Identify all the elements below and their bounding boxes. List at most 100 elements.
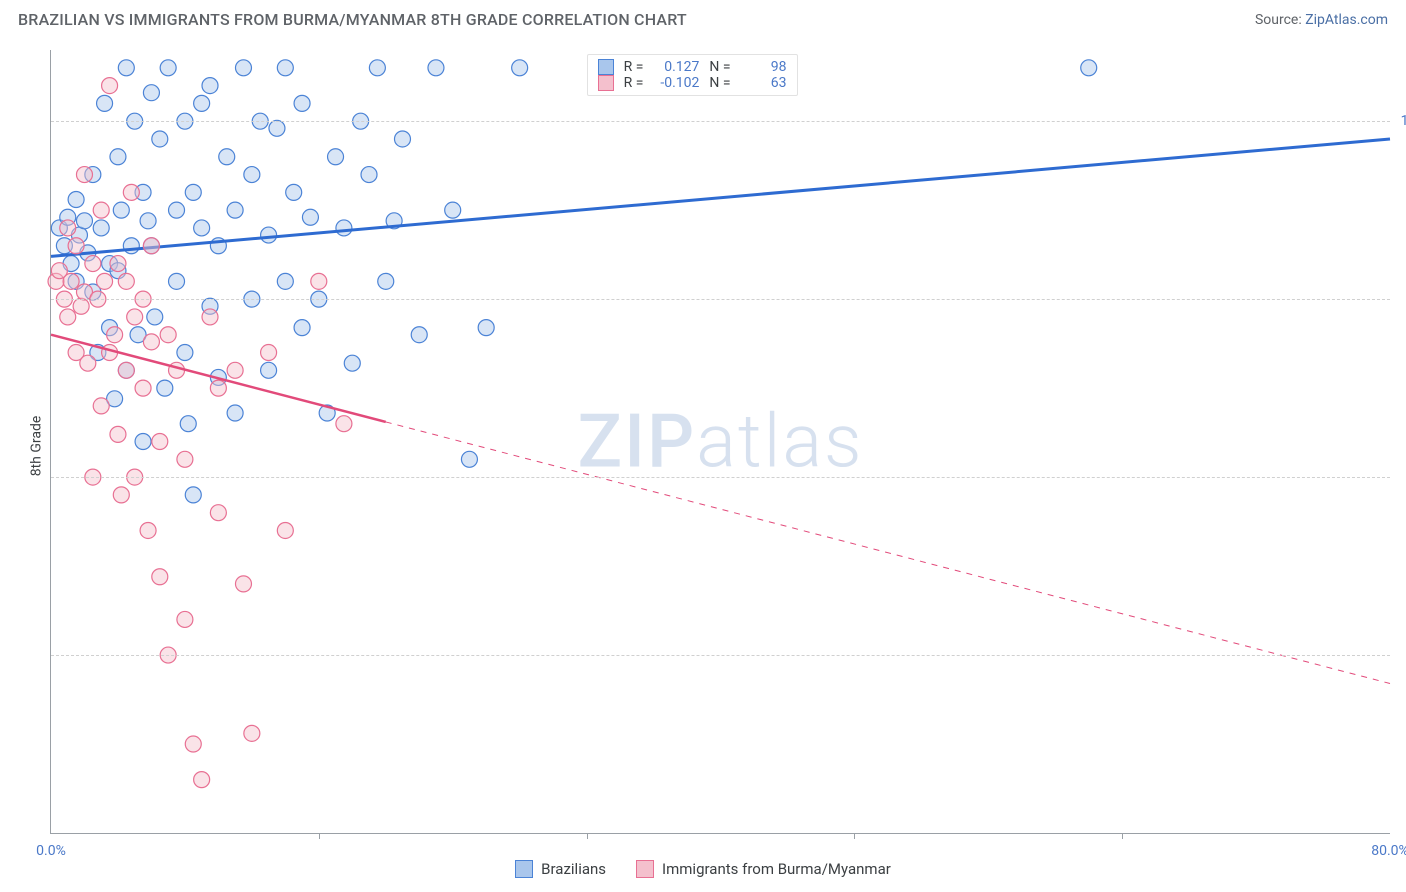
- scatter-point: [76, 167, 92, 183]
- scatter-point: [93, 202, 109, 218]
- scatter-point: [219, 149, 235, 165]
- legend-stats-row: R = 0.127 N = 98: [598, 59, 787, 75]
- scatter-point: [328, 149, 344, 165]
- chart-title: BRAZILIAN VS IMMIGRANTS FROM BURMA/MYANM…: [18, 10, 687, 29]
- scatter-point: [369, 60, 385, 76]
- gridline-h: [51, 655, 1390, 656]
- legend-item: Immigrants from Burma/Myanmar: [636, 860, 891, 878]
- scatter-point: [235, 576, 251, 592]
- chart-plot-area: ZIPatlas R =0.127N =98R =-0.102N =63 85.…: [50, 50, 1390, 834]
- legend-R-value: 0.127: [653, 59, 699, 75]
- legend-R-label: R =: [624, 75, 644, 91]
- gridline-h: [51, 121, 1390, 122]
- scatter-point: [110, 149, 126, 165]
- scatter-point: [152, 131, 168, 147]
- scatter-point: [68, 238, 84, 254]
- scatter-point: [269, 120, 285, 136]
- legend-swatch: [598, 75, 614, 91]
- scatter-point: [261, 227, 277, 243]
- scatter-point: [118, 273, 134, 289]
- legend-label: Brazilians: [541, 860, 606, 878]
- scatter-point: [60, 220, 76, 236]
- legend-N-label: N =: [709, 75, 730, 91]
- scatter-point: [60, 309, 76, 325]
- scatter-point: [177, 611, 193, 627]
- scatter-point: [210, 505, 226, 521]
- scatter-point: [1081, 60, 1097, 76]
- scatter-point: [177, 345, 193, 361]
- plot-svg: [51, 50, 1390, 833]
- scatter-point: [127, 309, 143, 325]
- scatter-point: [107, 327, 123, 343]
- legend-swatch: [598, 59, 614, 75]
- scatter-point: [73, 298, 89, 314]
- scatter-point: [123, 184, 139, 200]
- scatter-point: [152, 569, 168, 585]
- scatter-point: [311, 273, 327, 289]
- legend-swatch: [515, 860, 533, 878]
- scatter-point: [210, 380, 226, 396]
- legend-stats-row: R =-0.102N =63: [598, 75, 787, 91]
- scatter-point: [140, 213, 156, 229]
- y-axis-label: 8th Grade: [28, 416, 44, 477]
- scatter-point: [478, 320, 494, 336]
- x-tick: [319, 833, 320, 839]
- scatter-point: [113, 487, 129, 503]
- scatter-point: [227, 362, 243, 378]
- legend-label: Immigrants from Burma/Myanmar: [662, 860, 891, 878]
- scatter-point: [135, 434, 151, 450]
- scatter-point: [143, 334, 159, 350]
- scatter-point: [202, 309, 218, 325]
- x-tick: [587, 833, 588, 839]
- scatter-point: [102, 78, 118, 94]
- scatter-point: [118, 60, 134, 76]
- scatter-point: [411, 327, 427, 343]
- x-tick: [1122, 833, 1123, 839]
- legend-series: Brazilians Immigrants from Burma/Myanmar: [0, 860, 1406, 878]
- legend-N-value: 98: [741, 59, 787, 75]
- scatter-point: [194, 220, 210, 236]
- scatter-point: [160, 60, 176, 76]
- scatter-point: [76, 213, 92, 229]
- regression-line: [51, 139, 1390, 256]
- scatter-point: [80, 355, 96, 371]
- scatter-point: [286, 184, 302, 200]
- scatter-point: [68, 191, 84, 207]
- scatter-point: [261, 362, 277, 378]
- scatter-point: [97, 273, 113, 289]
- scatter-point: [344, 355, 360, 371]
- scatter-point: [135, 380, 151, 396]
- scatter-point: [361, 167, 377, 183]
- scatter-point: [185, 184, 201, 200]
- scatter-point: [169, 273, 185, 289]
- scatter-point: [428, 60, 444, 76]
- scatter-point: [157, 380, 173, 396]
- source-link[interactable]: ZipAtlas.com: [1305, 12, 1388, 28]
- scatter-point: [336, 220, 352, 236]
- scatter-point: [110, 256, 126, 272]
- legend-swatch: [636, 860, 654, 878]
- scatter-point: [140, 522, 156, 538]
- scatter-point: [461, 451, 477, 467]
- x-tick: [854, 833, 855, 839]
- scatter-point: [294, 320, 310, 336]
- source-attribution: Source: ZipAtlas.com: [1255, 12, 1388, 28]
- scatter-point: [147, 309, 163, 325]
- scatter-point: [113, 202, 129, 218]
- legend-N-label: N =: [709, 59, 730, 75]
- scatter-point: [63, 273, 79, 289]
- scatter-point: [93, 398, 109, 414]
- scatter-point: [244, 167, 260, 183]
- scatter-point: [194, 95, 210, 111]
- scatter-point: [185, 736, 201, 752]
- scatter-point: [143, 85, 159, 101]
- legend-stats: R =0.127N =98R =-0.102N =63: [587, 54, 798, 96]
- scatter-point: [93, 220, 109, 236]
- scatter-point: [227, 202, 243, 218]
- scatter-point: [294, 95, 310, 111]
- legend-R-label: R =: [624, 59, 644, 75]
- legend-N-value: 63: [741, 75, 787, 91]
- scatter-point: [512, 60, 528, 76]
- scatter-point: [277, 522, 293, 538]
- regression-line-dashed: [386, 422, 1390, 684]
